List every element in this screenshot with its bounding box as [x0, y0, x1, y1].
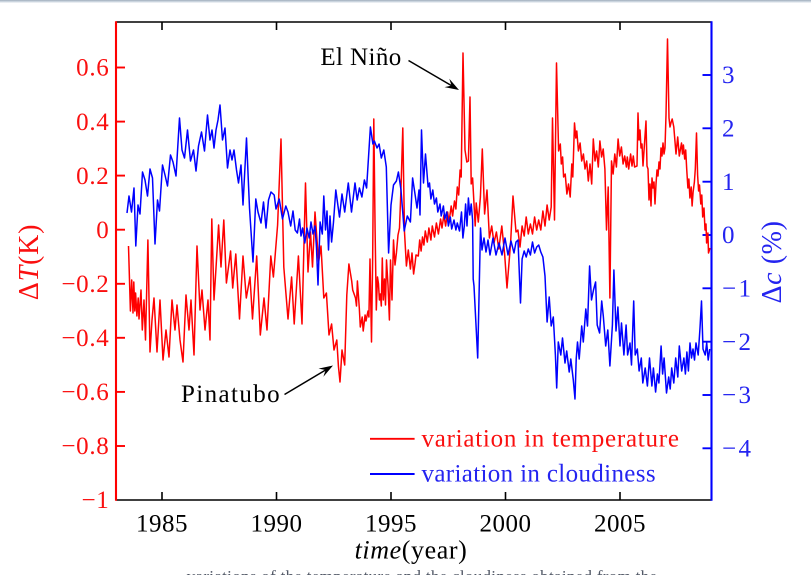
svg-text:−0.8: −0.8: [61, 433, 109, 460]
svg-text:variation in temperature: variation in temperature: [422, 426, 680, 453]
svg-text:0: 0: [722, 222, 735, 249]
svg-text:Pinatubo: Pinatubo: [181, 381, 281, 408]
svg-text:El Niño: El Niño: [320, 44, 401, 71]
svg-text:2005: 2005: [594, 511, 646, 538]
svg-text:2: 2: [722, 116, 735, 143]
svg-text:2000: 2000: [480, 511, 532, 538]
svg-text:0.2: 0.2: [76, 163, 109, 190]
svg-text:ΔT(K): ΔT(K): [14, 224, 45, 300]
svg-text:0: 0: [96, 217, 109, 244]
svg-text:time(year): time(year): [355, 536, 468, 565]
svg-text:3: 3: [722, 62, 735, 89]
svg-text:−0.4: −0.4: [61, 325, 109, 352]
svg-text:−1: −1: [82, 487, 110, 514]
svg-text:variation in cloudiness: variation in cloudiness: [422, 461, 656, 488]
svg-text:variations of the temperature: variations of the temperature and the cl…: [187, 567, 658, 575]
svg-text:1: 1: [722, 169, 735, 196]
svg-text:1995: 1995: [365, 511, 417, 538]
svg-text:0.6: 0.6: [76, 55, 109, 82]
svg-text:1985: 1985: [136, 511, 188, 538]
svg-text:0.4: 0.4: [76, 109, 109, 136]
svg-text:Δc (%): Δc (%): [757, 220, 788, 303]
svg-text:−0.2: −0.2: [61, 271, 109, 298]
svg-text:1990: 1990: [251, 511, 303, 538]
svg-text:−0.6: −0.6: [61, 379, 109, 406]
